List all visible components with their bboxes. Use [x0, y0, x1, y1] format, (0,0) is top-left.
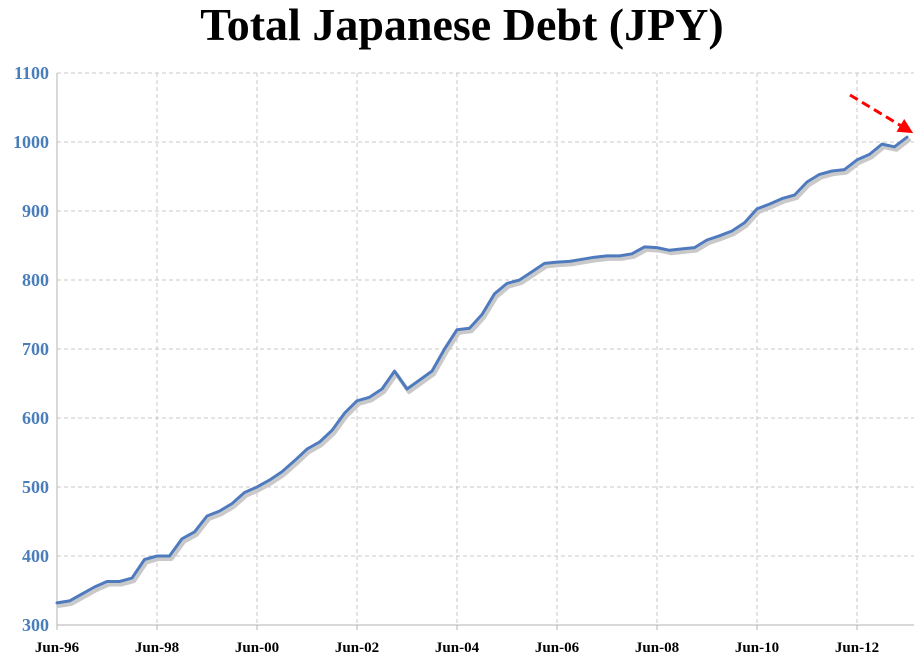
data-point [806, 181, 809, 184]
data-point [543, 262, 546, 265]
y-tick-label: 500 [22, 477, 49, 497]
data-point [393, 370, 396, 373]
data-point [606, 254, 609, 257]
data-point [481, 313, 484, 316]
data-point [581, 258, 584, 261]
data-point [618, 254, 621, 257]
x-tick-label: Jun-02 [335, 640, 379, 656]
data-point [343, 412, 346, 415]
data-point [693, 246, 696, 249]
x-tick-label: Jun-08 [635, 640, 679, 656]
data-point [143, 558, 146, 561]
data-point [818, 173, 821, 176]
data-point [56, 601, 59, 604]
x-tick-label: Jun-04 [435, 640, 480, 656]
data-point [193, 530, 196, 533]
data-point [356, 399, 359, 402]
data-point [506, 282, 509, 285]
data-point [168, 555, 171, 558]
y-tick-label: 300 [22, 615, 49, 635]
series-shadow [57, 138, 911, 608]
data-point [556, 261, 559, 264]
data-point [768, 203, 771, 206]
data-point [893, 145, 896, 148]
data-point [531, 270, 534, 273]
x-tick-label: Jun-98 [135, 640, 179, 656]
data-point [518, 279, 521, 282]
y-axis-ticks: 300 400 500 600 700 800 900 1000 1100 [13, 63, 49, 635]
x-tick-label: Jun-12 [835, 640, 879, 656]
data-point [181, 537, 184, 540]
y-tick-label: 1000 [13, 132, 49, 152]
axes [56, 73, 914, 630]
data-point [331, 429, 334, 432]
data-point [418, 379, 421, 382]
data-point [781, 197, 784, 200]
data-point [468, 327, 471, 330]
data-point [218, 510, 221, 513]
chart-title: Total Japanese Debt (JPY) [200, 0, 723, 50]
data-point [118, 580, 121, 583]
x-tick-label: Jun-06 [535, 640, 580, 656]
data-point [231, 502, 234, 505]
annotation-arrow [849, 93, 914, 134]
data-point [406, 388, 409, 391]
y-tick-label: 700 [22, 339, 49, 359]
y-tick-label: 800 [22, 270, 49, 290]
x-axis-ticks: Jun-96 Jun-98 Jun-00 Jun-02 Jun-04 Jun-06 Jun-… [35, 640, 879, 656]
series-line [55, 135, 909, 605]
data-point [293, 459, 296, 462]
data-point [906, 136, 909, 139]
data-point [281, 470, 284, 473]
data-point [318, 441, 321, 444]
data-point [593, 256, 596, 259]
data-point [268, 479, 271, 482]
data-point [706, 238, 709, 241]
data-point [68, 599, 71, 602]
data-point [756, 207, 759, 210]
data-point [368, 396, 371, 399]
data-point [856, 158, 859, 161]
data-point [668, 249, 671, 252]
data-point [718, 234, 721, 237]
data-point [568, 260, 571, 263]
data-point [743, 221, 746, 224]
data-point [681, 247, 684, 250]
data-point [493, 292, 496, 295]
data-point [631, 252, 634, 255]
y-tick-label: 900 [22, 201, 49, 221]
data-point [131, 577, 134, 580]
data-point [643, 245, 646, 248]
data-point [656, 246, 659, 249]
data-point [206, 514, 209, 517]
y-tick-label: 1100 [14, 63, 49, 83]
x-tick-label: Jun-10 [735, 640, 779, 656]
data-point [831, 169, 834, 172]
data-point [456, 328, 459, 331]
data-point [256, 486, 259, 489]
data-point [106, 580, 109, 583]
data-point [81, 592, 84, 595]
data-point [881, 143, 884, 146]
data-point [431, 370, 434, 373]
data-point [793, 194, 796, 197]
data-point [306, 448, 309, 451]
data-point [381, 388, 384, 391]
data-point [731, 230, 734, 233]
series-layer [55, 135, 911, 608]
data-point [93, 586, 96, 589]
data-point [443, 348, 446, 351]
data-point [156, 555, 159, 558]
y-tick-label: 400 [22, 546, 49, 566]
data-point [868, 153, 871, 156]
x-tick-label: Jun-00 [235, 640, 279, 656]
y-tick-label: 600 [22, 408, 49, 428]
data-point [243, 491, 246, 494]
x-tick-label: Jun-96 [35, 640, 80, 656]
data-point [843, 168, 846, 171]
